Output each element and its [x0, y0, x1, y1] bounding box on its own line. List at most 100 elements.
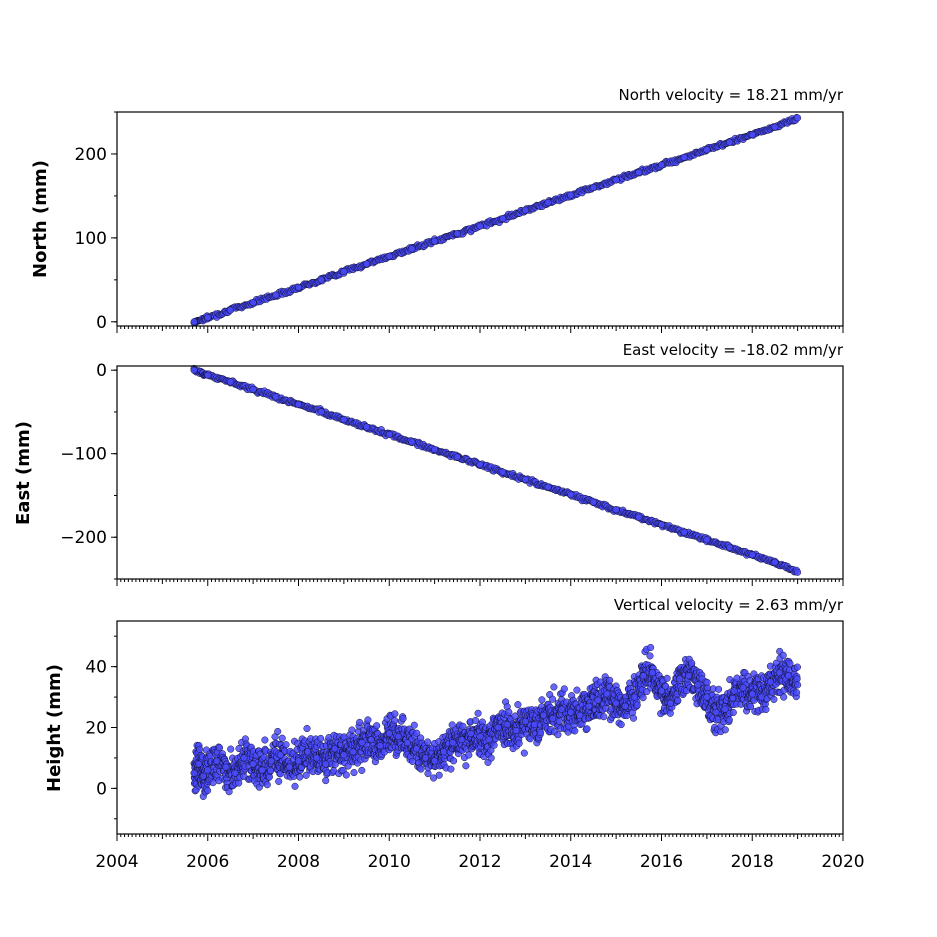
north-data-point — [589, 183, 597, 192]
height-data-point — [567, 708, 575, 716]
height-x-tick-label: 2004 — [95, 852, 138, 872]
height-data-point — [583, 725, 591, 733]
height-data-point — [240, 754, 248, 762]
north-data-point — [453, 230, 461, 238]
height-data-point — [322, 777, 330, 785]
height-data-point — [373, 722, 381, 730]
height-data-point — [657, 687, 666, 695]
height-y-tick-label: 0 — [96, 779, 107, 799]
height-y-ticks: 0 20 40 — [85, 635, 117, 820]
north-data-point — [635, 168, 643, 176]
height-data-point — [391, 710, 399, 718]
north-data-point — [226, 306, 234, 314]
height-data-point — [515, 739, 523, 747]
height-data-point — [770, 695, 778, 703]
north-y-axis-label: North (mm) — [30, 160, 51, 278]
height-data-point — [511, 712, 519, 720]
height-data-point — [739, 684, 747, 692]
north-points — [190, 114, 802, 327]
height-data-point — [340, 733, 348, 741]
height-data-point — [521, 717, 529, 725]
height-data-point — [688, 659, 696, 667]
height-data-point — [512, 726, 520, 735]
north-data-point — [612, 176, 620, 184]
height-data-point — [793, 675, 801, 683]
north-panel-title: North velocity = 18.21 mm/yr — [619, 86, 844, 104]
height-data-point — [424, 738, 432, 746]
north-y-ticks: 0 100 200 — [75, 111, 117, 333]
height-data-point — [775, 669, 784, 677]
height-data-point — [447, 765, 455, 773]
height-data-point — [358, 766, 366, 774]
height-x-tick-label: 2012 — [458, 852, 501, 872]
height-data-point — [431, 757, 439, 765]
height-data-point — [554, 731, 562, 739]
height-data-point — [573, 686, 581, 694]
height-data-point — [494, 723, 502, 732]
height-data-point — [276, 751, 284, 759]
east-data-point — [544, 483, 552, 491]
height-data-point — [576, 711, 584, 719]
height-data-point — [364, 716, 372, 724]
height-data-point — [721, 705, 729, 713]
height-x-tick-label: 2020 — [821, 852, 864, 872]
east-data-point — [453, 453, 461, 461]
height-data-point — [195, 760, 203, 768]
height-data-point — [376, 742, 384, 750]
height-data-point — [600, 713, 608, 721]
height-data-point — [779, 651, 787, 659]
height-data-point — [793, 663, 801, 671]
north-data-point — [431, 237, 439, 245]
east-panel-title: East velocity = -18.02 mm/yr — [623, 341, 844, 359]
height-data-point — [639, 694, 647, 702]
north-data-point — [476, 222, 484, 230]
height-data-point — [331, 745, 339, 753]
height-panel: Vertical velocity = 2.63 mm/yr 0 20 40 200… — [44, 596, 865, 872]
height-data-point — [766, 678, 774, 686]
height-data-point — [630, 693, 638, 701]
east-data-point — [499, 468, 507, 476]
height-data-point — [263, 781, 271, 789]
height-data-point — [267, 757, 275, 765]
height-data-point — [666, 709, 674, 717]
north-panel: North velocity = 18.21 mm/yr 0 100 200 Nor… — [30, 86, 844, 333]
north-data-point — [680, 153, 688, 161]
height-data-point — [585, 702, 593, 710]
height-data-point — [474, 709, 482, 717]
height-data-point — [549, 695, 557, 703]
north-data-point — [703, 146, 711, 154]
east-data-point — [204, 371, 212, 379]
north-data-point — [340, 267, 348, 276]
east-data-point — [794, 568, 802, 576]
height-data-point — [467, 730, 475, 738]
height-x-tick-label: 2014 — [549, 852, 592, 872]
east-data-point — [476, 461, 484, 469]
height-x-tick-label: 2010 — [368, 852, 411, 872]
east-y-tick-label: −100 — [60, 445, 107, 465]
height-data-point — [450, 757, 458, 765]
height-data-point — [539, 711, 548, 719]
height-data-point — [417, 765, 425, 773]
height-data-point — [661, 682, 670, 690]
north-data-point — [771, 123, 779, 131]
height-data-point — [747, 702, 755, 711]
height-data-point — [571, 727, 579, 735]
north-data-point — [726, 138, 734, 146]
height-data-point — [403, 739, 411, 747]
height-data-point — [725, 716, 733, 724]
height-data-point — [558, 705, 566, 713]
height-data-point — [703, 693, 711, 701]
height-data-point — [421, 754, 430, 762]
height-data-point — [459, 722, 467, 730]
east-y-axis-label: East (mm) — [13, 421, 34, 525]
height-data-point — [213, 757, 221, 765]
north-data-point — [249, 298, 257, 307]
height-data-point — [676, 675, 684, 683]
height-data-point — [356, 718, 364, 726]
north-data-point — [748, 131, 756, 139]
height-data-point — [291, 782, 299, 790]
height-data-point — [730, 687, 738, 695]
height-data-point — [391, 716, 399, 725]
north-data-point — [544, 199, 552, 207]
height-data-point — [715, 685, 723, 693]
